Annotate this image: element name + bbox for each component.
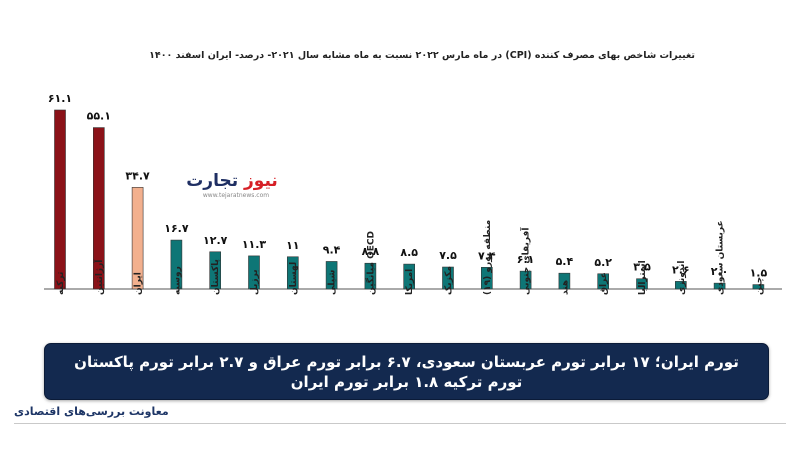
divider-line	[14, 423, 786, 424]
bar-4	[209, 251, 221, 290]
category-label-18: چین	[754, 277, 764, 295]
bar-17	[713, 282, 726, 290]
bar-value-label-12: ۶.۱	[517, 253, 535, 266]
category-label-14: عراق	[599, 272, 609, 295]
bar-13	[558, 272, 571, 290]
bar-value-label-11: ۷.۴	[478, 249, 496, 262]
banner-line-1: تورم ایران؛ ۱۷ برابر تورم عربستان سعودی،…	[74, 352, 739, 371]
bar-value-label-8: ۸.۸	[362, 245, 380, 258]
logo-main: تجارت	[186, 171, 238, 191]
bar-value-label-2: ۳۴.۷	[125, 169, 150, 182]
headline-banner: تورم ایران؛ ۱۷ برابر تورم عربستان سعودی،…	[44, 343, 769, 400]
category-label-17: عربستان سعودی	[716, 220, 726, 295]
bar-16	[674, 281, 687, 290]
category-label-8: OECD میانگین	[364, 231, 376, 295]
category-label-13: هند	[560, 280, 570, 295]
bar-value-label-9: ۸.۵	[400, 246, 418, 259]
bar-value-label-0: ۶۱.۱	[48, 92, 72, 105]
bar-value-label-5: ۱۱.۳	[242, 238, 267, 251]
bar-14	[597, 273, 610, 290]
category-label-12: آفریقای جنوبی	[520, 227, 532, 295]
category-label-15: استرالیا	[638, 260, 648, 295]
bar-18	[752, 284, 765, 290]
category-label-9: امریکا	[405, 269, 415, 295]
chart-title: تغییرات شاخص بهای مصرف کننده (CPI) در ما…	[149, 50, 695, 61]
category-label-11: منطقه یورو (۱۹)	[483, 220, 493, 295]
bar-7	[325, 261, 338, 290]
category-label-3: روسیه	[172, 266, 182, 295]
bar-value-label-7: ۹.۴	[323, 243, 341, 256]
bar-value-label-6: ۱۱	[286, 239, 299, 252]
bar-8	[364, 262, 377, 290]
bar-value-label-1: ۵۵.۱	[87, 110, 111, 123]
category-label-6: لهستان	[289, 262, 299, 295]
bar-value-label-18: ۱.۵	[750, 267, 768, 280]
category-label-0: ترکیه	[56, 272, 66, 295]
bars-group: ۶۱.۱ ترکیه ۵۵.۱ آرژانتین ۳۴.۷ ایران ۱۶.۷ روسیه ۱…	[48, 92, 768, 295]
banner-line-2: تورم ترکیه ۱.۸ برابر تورم ایران	[290, 372, 523, 391]
bar-11	[480, 267, 493, 290]
bar-1	[93, 127, 105, 290]
bar-9	[403, 263, 416, 290]
bar-12	[519, 270, 532, 290]
category-label-16: اندونزی	[677, 261, 687, 295]
bar-6	[286, 256, 299, 290]
bar-5	[248, 255, 260, 290]
bar-2	[131, 187, 144, 290]
bar-value-label-17: ۲.۰	[711, 265, 729, 278]
bar-value-label-14: ۵.۲	[594, 256, 612, 269]
category-label-7: شیلی	[328, 270, 338, 295]
bar-10	[442, 266, 454, 290]
category-label-10: مکزیک	[444, 266, 454, 295]
cpi-bar-chart: تغییرات شاخص بهای مصرف کننده (CPI) در ما…	[44, 50, 782, 295]
category-label-5: برزیل	[250, 269, 260, 295]
category-label-1: آرژانتین	[93, 259, 105, 295]
category-label-2: ایران	[134, 272, 144, 295]
category-label-4: پاکستان	[211, 259, 221, 295]
svg-text:نیوز تجارت: نیوز تجارت	[186, 171, 278, 191]
logo-accent: نیوز	[243, 171, 278, 191]
bar-value-label-3: ۱۶.۷	[164, 222, 189, 235]
bar-3	[170, 239, 183, 290]
bar-value-label-16: ۲.۶	[672, 263, 690, 276]
bar-value-label-4: ۱۲.۷	[203, 234, 228, 247]
source-credit: معاونت بررسی‌های اقتصادی	[14, 405, 169, 418]
bar-15	[636, 278, 648, 290]
logo-url: www.tejaratnews.com	[203, 192, 269, 199]
bar-value-label-10: ۷.۵	[439, 249, 457, 262]
bar-value-label-15: ۳.۵	[633, 261, 651, 274]
logo: نیوز تجارت www.tejaratnews.com	[186, 171, 278, 199]
bar-0	[54, 109, 66, 290]
bar-value-label-13: ۵.۴	[556, 255, 574, 268]
